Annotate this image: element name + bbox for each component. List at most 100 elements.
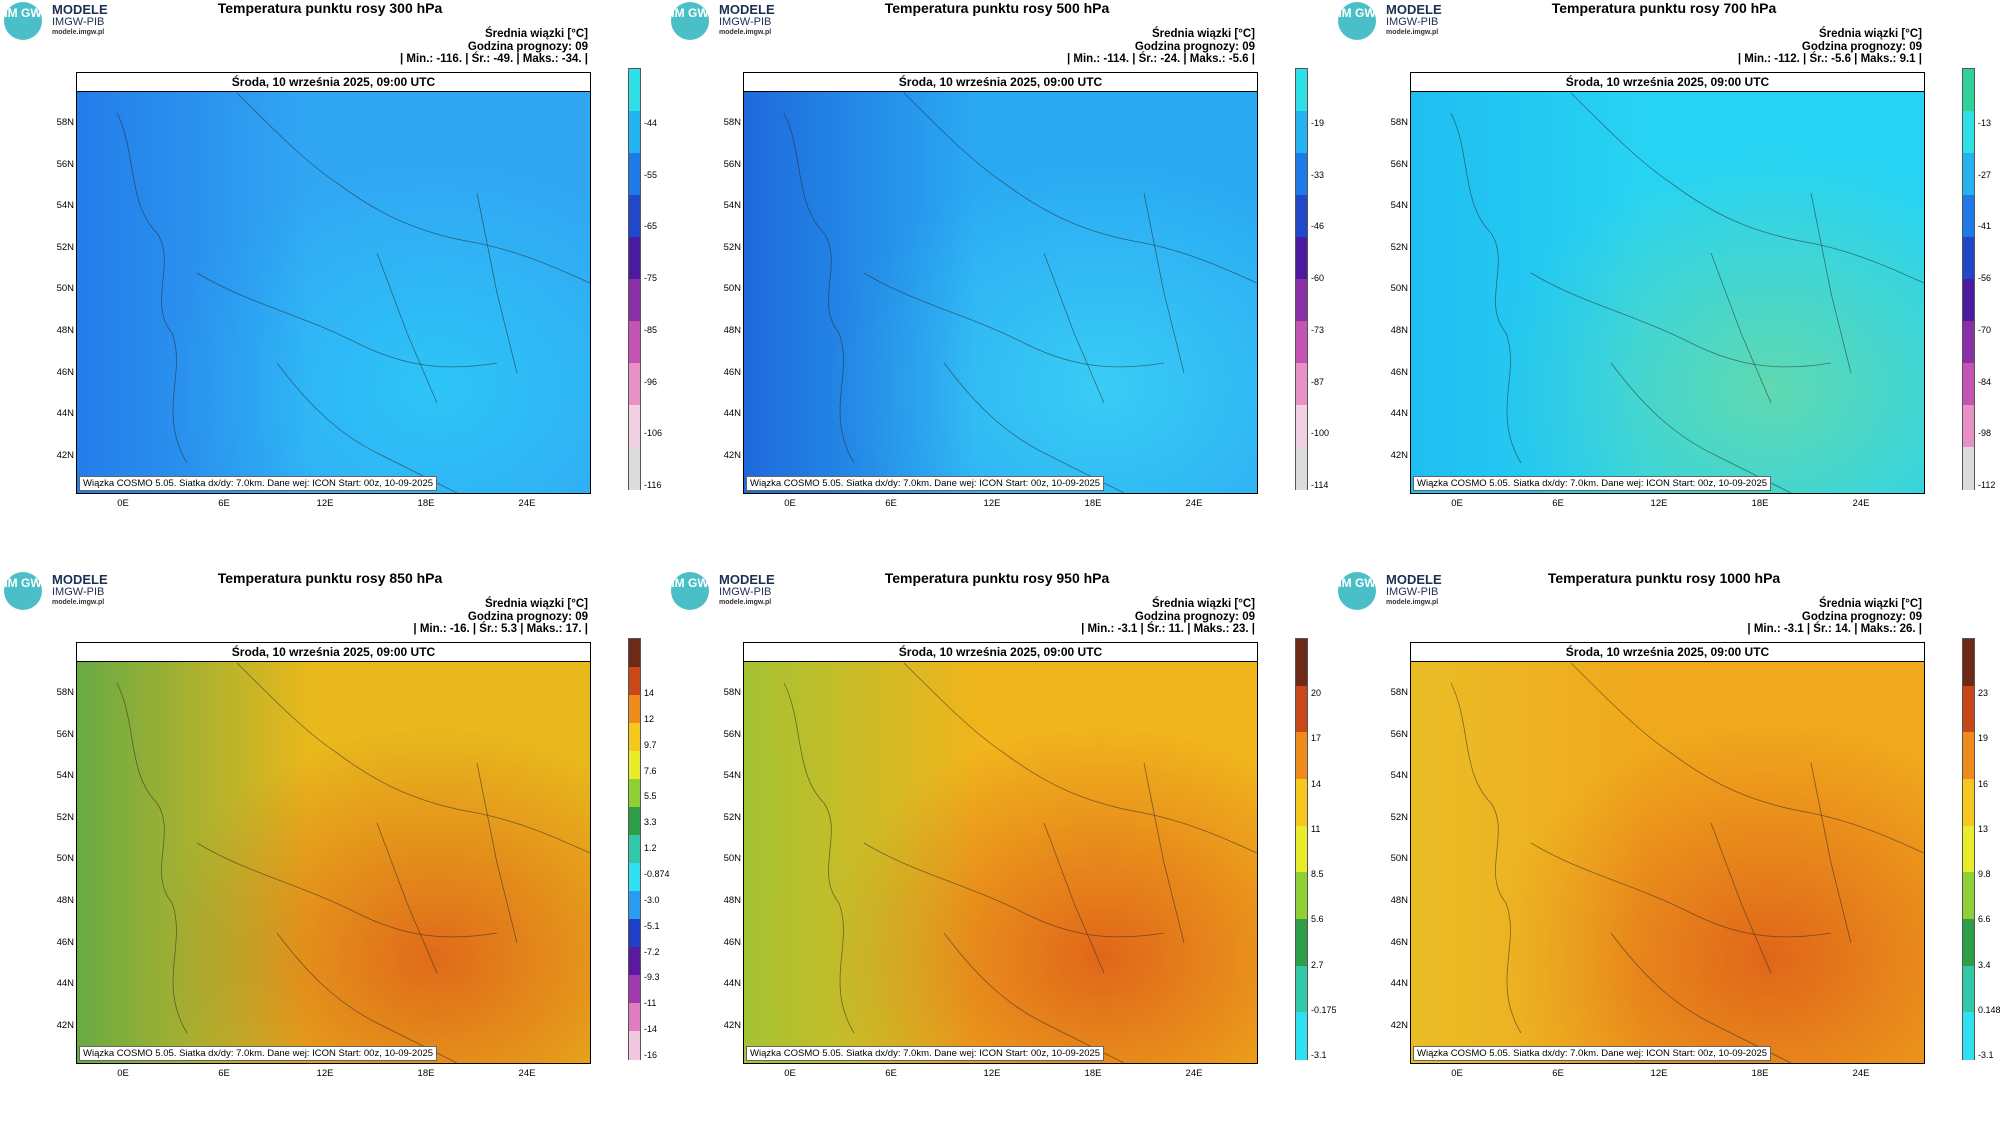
stats-line3: | Min.: -114. | Śr.: -24. | Maks.: -5.6 … bbox=[1067, 53, 1255, 66]
colorbar-segment bbox=[629, 279, 640, 322]
lat-label: 50N bbox=[715, 853, 741, 864]
colorbar-segment bbox=[629, 405, 640, 448]
colorbar-label: -3.0 bbox=[644, 895, 660, 905]
colorbar-label: -85 bbox=[644, 325, 657, 335]
lat-label: 50N bbox=[715, 283, 741, 294]
colorbar-label: -9.3 bbox=[644, 972, 660, 982]
lat-label: 48N bbox=[715, 895, 741, 906]
dewpoint-field bbox=[744, 643, 1257, 1063]
colorbar-segment bbox=[629, 1003, 640, 1032]
colorbar-segment bbox=[1963, 153, 1974, 196]
colorbar-segment bbox=[629, 723, 640, 752]
imgw-logo: IM GW MODELE IMGW-PIB modele.imgw.pl bbox=[0, 0, 130, 44]
colorbar-segment bbox=[1296, 153, 1307, 196]
colorbar-segment bbox=[629, 195, 640, 238]
colorbar-label: -106 bbox=[644, 428, 662, 438]
lon-label: 24E bbox=[1846, 498, 1876, 509]
colorbar-segment bbox=[629, 975, 640, 1004]
logo-text-modele: MODELE bbox=[719, 2, 775, 17]
colorbar-label: -3.1 bbox=[1311, 1050, 1327, 1060]
colorbar-segment bbox=[629, 447, 640, 490]
logo-text-imgw: IMGW-PIB bbox=[52, 16, 104, 28]
lat-label: 58N bbox=[48, 687, 74, 698]
stats-line1: Średnia wiązki [°C] bbox=[1747, 598, 1922, 611]
forecast-map[interactable]: Środa, 10 września 2025, 09:00 UTC Wiązka… bbox=[1410, 72, 1925, 494]
colorbar-label: -65 bbox=[644, 221, 657, 231]
lon-label: 18E bbox=[1078, 498, 1108, 509]
colorbar-label: -33 bbox=[1311, 170, 1324, 180]
logo-text-url: modele.imgw.pl bbox=[52, 29, 104, 36]
map-footer-info: Wiązka COSMO 5.05. Siatka dx/dy: 7.0km. … bbox=[79, 476, 437, 491]
forecast-map[interactable]: Środa, 10 września 2025, 09:00 UTC Wiązka… bbox=[743, 72, 1258, 494]
colorbar-label: 0.148 bbox=[1978, 1005, 2000, 1015]
lat-label: 58N bbox=[715, 117, 741, 128]
colorbar-segment bbox=[1963, 69, 1974, 112]
forecast-panel: IM GW MODELE IMGW-PIB modele.imgw.pl Tempera… bbox=[0, 0, 666, 560]
colorbar-segment bbox=[629, 639, 640, 668]
forecast-panel: IM GW MODELE IMGW-PIB modele.imgw.pl Tempera… bbox=[1334, 0, 2000, 560]
colorbar-segment bbox=[1296, 237, 1307, 280]
lon-label: 0E bbox=[775, 1068, 805, 1079]
colorbar-label: 23 bbox=[1978, 688, 1988, 698]
colorbar-label: -41 bbox=[1978, 221, 1991, 231]
colorbar-label: 3.4 bbox=[1978, 960, 1991, 970]
lat-label: 52N bbox=[48, 812, 74, 823]
colorbar-segment bbox=[1963, 195, 1974, 238]
colorbar-label: 9.8 bbox=[1978, 869, 1991, 879]
lat-label: 44N bbox=[715, 978, 741, 989]
lon-label: 24E bbox=[512, 498, 542, 509]
colorbar-label: 1.2 bbox=[644, 843, 657, 853]
map-date-header: Środa, 10 września 2025, 09:00 UTC bbox=[1411, 643, 1924, 662]
colorbar-segment bbox=[1963, 111, 1974, 154]
colorbar-label: 20 bbox=[1311, 688, 1321, 698]
lat-label: 54N bbox=[715, 770, 741, 781]
colorbar-segment bbox=[1963, 732, 1974, 780]
imgw-logo: IM GW MODELE IMGW-PIB modele.imgw.pl bbox=[1334, 570, 1464, 614]
colorbar-segment bbox=[629, 69, 640, 112]
forecast-map[interactable]: Środa, 10 września 2025, 09:00 UTC Wiązka… bbox=[76, 72, 591, 494]
map-footer-info: Wiązka COSMO 5.05. Siatka dx/dy: 7.0km. … bbox=[1413, 1046, 1771, 1061]
lon-label: 18E bbox=[411, 498, 441, 509]
lat-label: 54N bbox=[1382, 770, 1408, 781]
stats-line3: | Min.: -16. | Śr.: 5.3 | Maks.: 17. | bbox=[413, 623, 588, 636]
colorbar-label: 16 bbox=[1978, 779, 1988, 789]
lat-label: 46N bbox=[48, 367, 74, 378]
lon-label: 0E bbox=[108, 1068, 138, 1079]
stats-line2: Godzina prognozy: 09 bbox=[1081, 611, 1255, 624]
forecast-panel: IM GW MODELE IMGW-PIB modele.imgw.pl Tempera… bbox=[667, 0, 1333, 560]
lon-label: 18E bbox=[411, 1068, 441, 1079]
colorbar-segment bbox=[629, 695, 640, 724]
lon-label: 6E bbox=[876, 1068, 906, 1079]
lon-label: 6E bbox=[1543, 498, 1573, 509]
colorbar-label: 19 bbox=[1978, 733, 1988, 743]
stats-line3: | Min.: -116. | Śr.: -49. | Maks.: -34. … bbox=[400, 53, 588, 66]
colorbar-segment bbox=[629, 863, 640, 892]
colorbar-label: -98 bbox=[1978, 428, 1991, 438]
lat-label: 44N bbox=[1382, 978, 1408, 989]
colorbar-segment bbox=[1296, 872, 1307, 920]
colorbar-label: -87 bbox=[1311, 377, 1324, 387]
stats-line2: Godzina prognozy: 09 bbox=[1747, 611, 1922, 624]
logo-mark: IM GW bbox=[4, 572, 42, 610]
lat-label: 54N bbox=[1382, 200, 1408, 211]
lat-label: 52N bbox=[715, 812, 741, 823]
lat-label: 42N bbox=[715, 1020, 741, 1031]
colorbar bbox=[628, 68, 641, 490]
colorbar-label: 11 bbox=[1311, 824, 1320, 834]
panel-stats: Średnia wiązki [°C] Godzina prognozy: 09 |… bbox=[1067, 28, 1255, 66]
forecast-map[interactable]: Środa, 10 września 2025, 09:00 UTC Wiązka… bbox=[76, 642, 591, 1064]
map-date-header: Środa, 10 września 2025, 09:00 UTC bbox=[77, 73, 590, 92]
forecast-map[interactable]: Środa, 10 września 2025, 09:00 UTC Wiązka… bbox=[743, 642, 1258, 1064]
lat-label: 44N bbox=[48, 408, 74, 419]
colorbar-label: -73 bbox=[1311, 325, 1324, 335]
lon-label: 18E bbox=[1745, 1068, 1775, 1079]
colorbar-label: 14 bbox=[1311, 779, 1321, 789]
colorbar-label: -5.1 bbox=[644, 921, 660, 931]
lon-label: 12E bbox=[977, 498, 1007, 509]
colorbar-label: -84 bbox=[1978, 377, 1991, 387]
lat-label: 46N bbox=[48, 937, 74, 948]
forecast-map[interactable]: Środa, 10 września 2025, 09:00 UTC Wiązka… bbox=[1410, 642, 1925, 1064]
map-footer-info: Wiązka COSMO 5.05. Siatka dx/dy: 7.0km. … bbox=[746, 476, 1104, 491]
colorbar-segment bbox=[1963, 639, 1974, 687]
colorbar-label: -96 bbox=[644, 377, 657, 387]
